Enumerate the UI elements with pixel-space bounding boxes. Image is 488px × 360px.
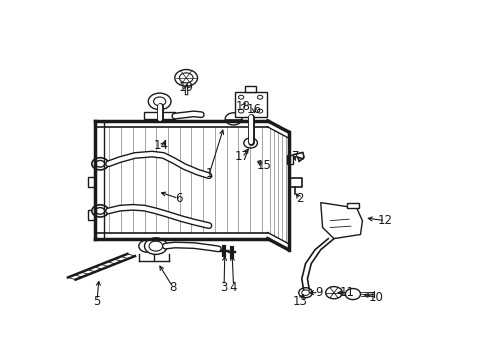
Circle shape <box>257 95 262 99</box>
Text: 10: 10 <box>367 291 382 304</box>
Circle shape <box>92 205 108 217</box>
Bar <box>88 210 95 220</box>
Text: 17: 17 <box>234 150 249 163</box>
Text: 5: 5 <box>93 295 101 308</box>
Circle shape <box>325 287 342 299</box>
Bar <box>234 92 266 117</box>
Text: 8: 8 <box>169 281 176 294</box>
Bar <box>88 177 95 187</box>
Circle shape <box>144 238 167 255</box>
Text: 7: 7 <box>292 150 299 163</box>
Bar <box>144 112 175 120</box>
Circle shape <box>301 290 309 296</box>
Circle shape <box>153 97 165 106</box>
Polygon shape <box>320 203 362 239</box>
Text: 12: 12 <box>377 214 392 227</box>
Text: 3: 3 <box>220 281 227 294</box>
Text: 13: 13 <box>292 295 306 308</box>
Circle shape <box>92 158 108 170</box>
Circle shape <box>238 109 244 113</box>
Text: 6: 6 <box>175 192 182 205</box>
Text: 9: 9 <box>314 286 322 299</box>
Text: 19: 19 <box>178 81 193 94</box>
Circle shape <box>257 109 262 113</box>
Circle shape <box>238 95 244 99</box>
Circle shape <box>149 241 163 251</box>
Text: 4: 4 <box>229 281 237 294</box>
Bar <box>244 86 256 92</box>
Text: 1: 1 <box>205 167 212 180</box>
Text: 11: 11 <box>339 286 354 299</box>
Text: 16: 16 <box>246 103 262 116</box>
Text: 18: 18 <box>235 100 250 113</box>
Circle shape <box>225 113 242 125</box>
Bar <box>346 203 358 208</box>
Text: 15: 15 <box>256 159 271 172</box>
Text: 2: 2 <box>296 192 303 205</box>
Circle shape <box>139 240 155 252</box>
Circle shape <box>345 288 360 300</box>
Text: 14: 14 <box>154 139 169 152</box>
Circle shape <box>175 69 197 86</box>
Circle shape <box>96 161 104 167</box>
Circle shape <box>244 138 257 148</box>
Circle shape <box>179 73 193 83</box>
Circle shape <box>96 208 104 214</box>
Circle shape <box>148 93 171 110</box>
Bar <box>286 156 293 164</box>
Circle shape <box>298 288 312 298</box>
